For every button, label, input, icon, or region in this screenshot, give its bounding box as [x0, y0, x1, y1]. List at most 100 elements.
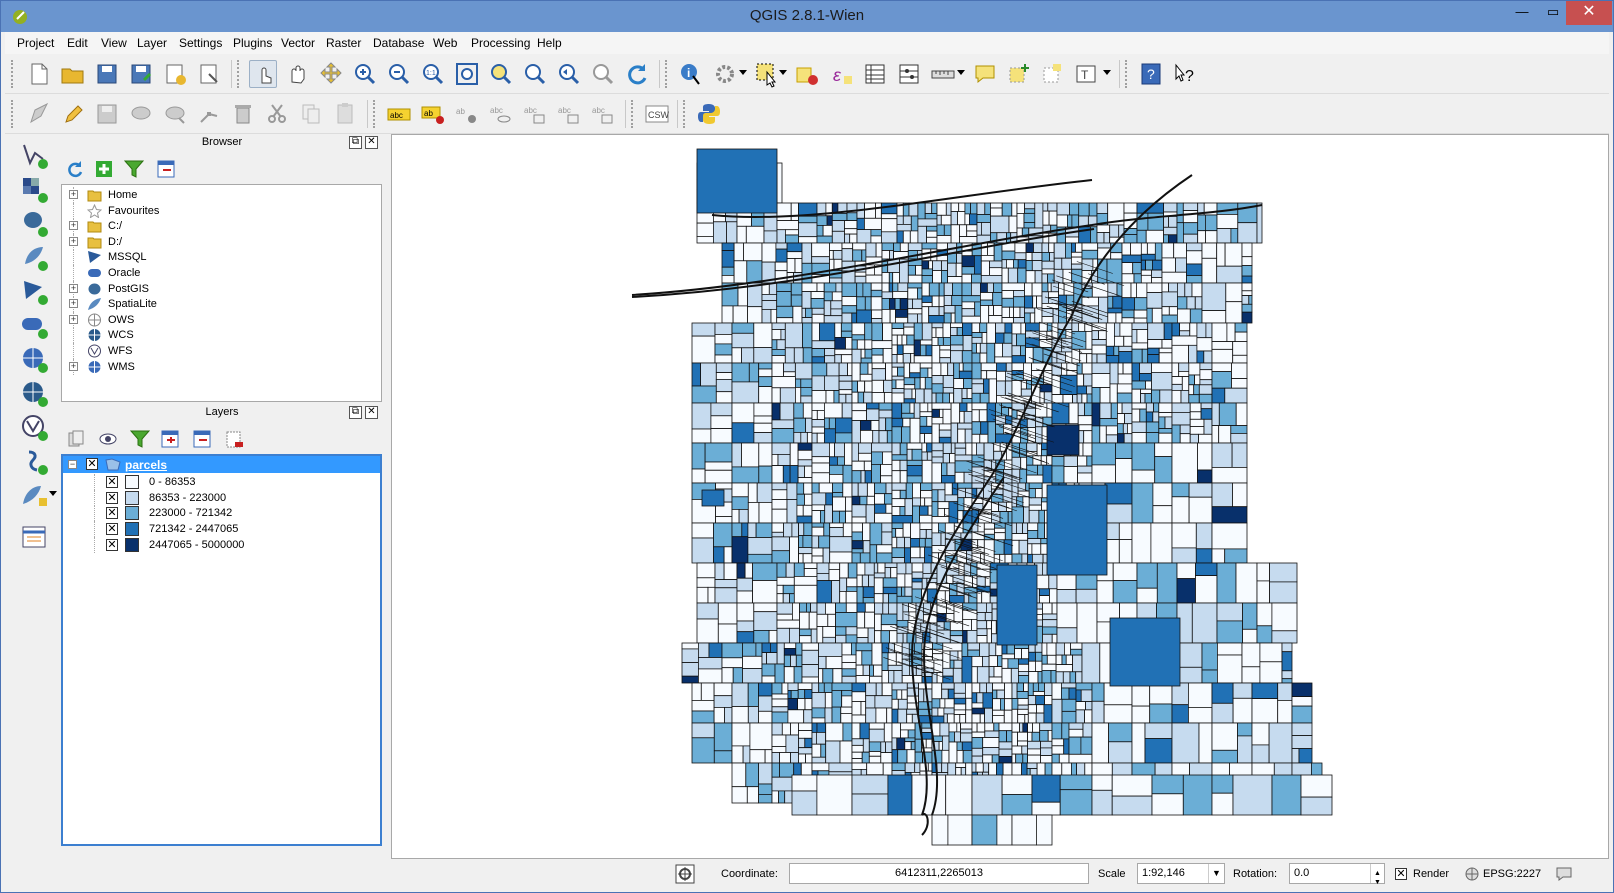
parcels-map[interactable] [392, 135, 1609, 859]
menu-raster[interactable]: Raster [326, 36, 362, 50]
zoom-out-icon[interactable] [385, 60, 413, 88]
minimize-button[interactable]: — [1515, 4, 1529, 19]
text-annotation-icon[interactable]: T [1073, 60, 1101, 88]
legend-class-checkbox[interactable]: ✕ [106, 538, 118, 551]
select-by-expression-icon[interactable]: ε [827, 60, 855, 88]
browser-item-wms[interactable]: + WMS [62, 358, 381, 375]
open-project-icon[interactable] [59, 60, 87, 88]
float-panel-icon[interactable]: ⧉ [349, 406, 362, 419]
toolbar-grip[interactable] [631, 100, 637, 128]
collapse-all-icon[interactable] [155, 158, 177, 180]
refresh-icon[interactable] [623, 60, 651, 88]
new-bookmark-icon[interactable] [1005, 60, 1033, 88]
add-feature-icon[interactable] [127, 100, 155, 128]
add-postgis-layer-icon[interactable] [19, 208, 49, 238]
layer-visibility-checkbox[interactable]: ✕ [86, 458, 98, 470]
legend-class-checkbox[interactable]: ✕ [106, 491, 118, 504]
add-delimited-text-layer-icon[interactable] [19, 446, 49, 476]
current-edits-icon[interactable] [25, 100, 53, 128]
legend-class-row[interactable]: ✕ 721342 - 2447065 [63, 521, 380, 538]
composer-manager-icon[interactable] [195, 60, 223, 88]
save-edits-icon[interactable] [93, 100, 121, 128]
browser-tree[interactable]: + Home Favourites + C:/+ D:/MSSQL Oracle + PostG… [61, 184, 382, 402]
zoom-to-layer-icon[interactable] [521, 60, 549, 88]
expand-icon[interactable]: + [69, 189, 78, 199]
python-console-icon[interactable] [695, 100, 723, 128]
new-print-composer-icon[interactable] [161, 60, 189, 88]
save-as-icon[interactable] [127, 60, 155, 88]
menu-processing[interactable]: Processing [471, 36, 531, 50]
chevron-down-icon[interactable] [779, 70, 787, 75]
zoom-to-selection-icon[interactable] [487, 60, 515, 88]
toolbar-grip[interactable] [237, 60, 243, 88]
delete-selected-icon[interactable] [229, 100, 257, 128]
legend-class-row[interactable]: ✕ 223000 - 721342 [63, 505, 380, 522]
crs-label[interactable]: EPSG:2227 [1483, 868, 1542, 880]
browser-item-spatialite[interactable]: + SpatiaLite [62, 296, 381, 313]
collapse-all-icon[interactable] [191, 428, 213, 450]
collapse-icon[interactable]: − [68, 459, 77, 469]
menu-database[interactable]: Database [373, 36, 425, 50]
add-wfs-layer-icon[interactable] [19, 412, 49, 442]
expand-icon[interactable]: + [69, 235, 78, 246]
browser-item-wcs[interactable]: WCS [62, 327, 381, 344]
menu-help[interactable]: Help [537, 36, 562, 50]
browser-item-ows[interactable]: + OWS [62, 311, 381, 328]
crs-globe-icon[interactable] [1465, 867, 1479, 881]
measure-line-icon[interactable] [929, 60, 957, 88]
refresh-icon[interactable] [63, 158, 85, 180]
legend-class-row[interactable]: ✕ 86353 - 223000 [63, 489, 380, 506]
add-vector-layer-icon[interactable] [19, 140, 49, 170]
menu-project[interactable]: Project [17, 36, 55, 50]
browser-item-wfs[interactable]: WFS [62, 343, 381, 359]
show-hide-labels-icon[interactable]: abc [487, 100, 515, 128]
show-bookmarks-icon[interactable] [1039, 60, 1067, 88]
new-shapefile-layer-icon[interactable] [19, 480, 49, 510]
add-oracle-layer-icon[interactable] [19, 310, 49, 340]
browser-item-mssql[interactable]: MSSQL [62, 249, 381, 266]
pan-to-selection-icon[interactable] [317, 60, 345, 88]
expand-icon[interactable]: + [69, 282, 78, 293]
coordinate-field[interactable]: 6412311,2265013 [789, 863, 1089, 884]
layer-labeling-icon[interactable]: abc [385, 100, 413, 128]
copy-features-icon[interactable] [297, 100, 325, 128]
add-mssql-layer-icon[interactable] [19, 276, 49, 306]
menu-settings[interactable]: Settings [179, 36, 223, 50]
scale-combobox[interactable]: 1:92,146 ▼ [1137, 863, 1225, 884]
deselect-all-icon[interactable] [793, 60, 821, 88]
new-temporary-layer-icon[interactable] [19, 522, 49, 552]
add-layers-icon[interactable] [93, 158, 115, 180]
node-tool-icon[interactable] [195, 100, 223, 128]
zoom-full-icon[interactable] [453, 60, 481, 88]
add-wms-layer-icon[interactable] [19, 344, 49, 374]
attribute-table-icon[interactable] [861, 60, 889, 88]
rotation-spinbox[interactable]: 0.0 ▲ ▼ [1289, 863, 1385, 886]
rotate-label-icon[interactable]: abc [555, 100, 583, 128]
whats-this-icon[interactable]: ? [1171, 60, 1199, 88]
move-feature-icon[interactable] [161, 100, 189, 128]
toolbar-grip[interactable] [683, 100, 689, 128]
menu-view[interactable]: View [101, 36, 127, 50]
remove-layer-icon[interactable] [223, 428, 245, 450]
spin-down-icon[interactable]: ▼ [1370, 873, 1384, 886]
browser-item-d[interactable]: + D:/ [62, 233, 381, 250]
legend-class-checkbox[interactable]: ✕ [106, 476, 118, 488]
expand-all-icon[interactable] [159, 428, 181, 450]
filter-legend-icon[interactable] [129, 428, 151, 450]
map-canvas[interactable] [391, 134, 1609, 859]
zoom-native-icon[interactable]: 1:1 [419, 60, 447, 88]
close-button[interactable]: ✕ [1566, 1, 1612, 25]
field-calculator-icon[interactable] [895, 60, 923, 88]
messages-icon[interactable] [1555, 866, 1573, 882]
chevron-down-icon[interactable] [1103, 70, 1111, 75]
paste-features-icon[interactable] [331, 100, 359, 128]
pan-map-icon[interactable] [283, 60, 311, 88]
toggle-editing-icon[interactable] [59, 100, 87, 128]
close-panel-icon[interactable]: ✕ [365, 406, 378, 419]
chevron-down-icon[interactable] [739, 70, 747, 75]
menu-plugins[interactable]: Plugins [233, 36, 273, 50]
expand-icon[interactable]: + [69, 360, 78, 371]
toolbar-grip[interactable] [1125, 60, 1131, 88]
layers-tree[interactable]: − ✕ parcels ✕ 0 - 86353 ✕ 86353 - 223000 ✕ 22… [61, 454, 382, 846]
chevron-down-icon[interactable] [957, 70, 965, 75]
